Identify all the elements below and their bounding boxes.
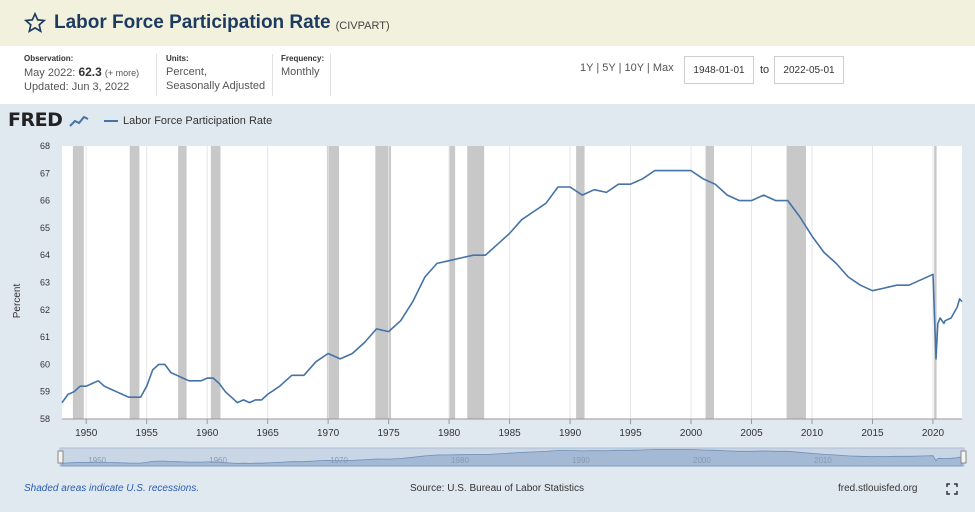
y-tick-label: 67 xyxy=(40,168,50,178)
x-tick-label: 2010 xyxy=(801,428,824,439)
y-tick-label: 60 xyxy=(40,359,50,369)
recession-band xyxy=(326,146,340,419)
range-selector: 1Y | 5Y | 10Y | Max xyxy=(580,62,674,74)
site-link[interactable]: fred.stlouisfed.org xyxy=(838,483,918,494)
x-tick-label: 2000 xyxy=(680,428,703,439)
end-date-input[interactable]: 2022-05-01 xyxy=(774,56,844,84)
recession-band xyxy=(576,146,585,419)
observation-block: Observation: May 2022: 62.3 (+ more) Upd… xyxy=(24,54,139,100)
recession-note: Shaded areas indicate U.S. recessions. xyxy=(24,483,200,494)
x-tick-label: 2015 xyxy=(861,428,884,439)
fullscreen-icon[interactable] xyxy=(946,483,958,495)
observation-more-link[interactable]: (+ more) xyxy=(104,68,140,78)
recession-band xyxy=(72,146,84,419)
y-tick-label: 62 xyxy=(40,305,50,315)
recession-band xyxy=(705,146,715,419)
units-label: Units: xyxy=(166,54,189,63)
x-tick-label: 1955 xyxy=(136,428,159,439)
x-tick-label: 2005 xyxy=(740,428,763,439)
y-tick-label: 65 xyxy=(40,223,50,233)
x-tick-label: 1950 xyxy=(75,428,98,439)
navigator-left-handle[interactable] xyxy=(57,450,64,464)
info-divider xyxy=(156,54,157,96)
x-tick-label: 1990 xyxy=(559,428,582,439)
y-tick-label: 68 xyxy=(40,141,50,151)
x-tick-label: 1995 xyxy=(619,428,642,439)
frequency-label: Frequency: xyxy=(281,54,325,63)
units-line-1: Percent, xyxy=(166,66,207,78)
chart-svg: 58 59 60 61 62 63 64 65 66 67 68 1950 1955 1960 1965 1… xyxy=(12,141,967,467)
x-tick-label: 1985 xyxy=(498,428,521,439)
date-to-label: to xyxy=(760,64,770,76)
recession-band xyxy=(786,146,806,419)
range-max-button[interactable]: Max xyxy=(652,62,674,74)
recession-band xyxy=(178,146,187,419)
observation-date: May 2022: xyxy=(24,67,76,79)
series-code: (CIVPART) xyxy=(335,19,390,32)
start-date-input[interactable]: 1948-01-01 xyxy=(684,56,754,84)
navigator-label: 2010 xyxy=(814,456,832,465)
info-divider xyxy=(272,54,273,96)
fred-chart-icon xyxy=(68,115,88,127)
legend-swatch xyxy=(104,120,118,122)
navigator-label: 1970 xyxy=(330,456,348,465)
fred-logo-text: FRED xyxy=(8,109,63,131)
navigator-label: 1960 xyxy=(209,456,227,465)
y-tick-label: 59 xyxy=(40,387,50,397)
info-divider xyxy=(330,54,331,96)
recession-band xyxy=(934,146,937,419)
x-tick-label: 1975 xyxy=(377,428,400,439)
navigator-label: 1980 xyxy=(451,456,469,465)
plot-area xyxy=(62,146,962,419)
x-tick-label: 1965 xyxy=(257,428,280,439)
recession-band xyxy=(467,146,485,419)
legend-label: Labor Force Participation Rate xyxy=(123,115,273,127)
observation-value: 62.3 xyxy=(78,65,102,79)
series-title: Labor Force Participation Rate xyxy=(54,12,331,33)
fred-logo: FRED xyxy=(8,109,89,131)
y-tick-label: 66 xyxy=(40,196,50,206)
navigator-area xyxy=(61,449,963,467)
recession-band xyxy=(129,146,140,419)
frequency-value: Monthly xyxy=(281,66,320,78)
x-tick-label: 1960 xyxy=(196,428,219,439)
y-tick-label: 63 xyxy=(40,278,50,288)
observation-label: Observation: xyxy=(24,54,74,63)
recession-band xyxy=(375,146,392,419)
navigator-label: 1990 xyxy=(572,456,590,465)
navigator-label: 2000 xyxy=(693,456,711,465)
range-10y-button[interactable]: 10Y xyxy=(624,62,644,74)
frequency-block: Frequency: Monthly xyxy=(281,54,324,100)
title-bar: Labor Force Participation Rate (CIVPART) xyxy=(0,0,975,46)
recession-band xyxy=(449,146,456,419)
navigator-label: 1950 xyxy=(88,456,106,465)
recession-band xyxy=(210,146,221,419)
observation-line: May 2022: 62.3 (+ more) xyxy=(24,65,139,80)
x-tick-label: 1970 xyxy=(317,428,340,439)
source-note: Source: U.S. Bureau of Labor Statistics xyxy=(410,483,584,494)
star-icon[interactable] xyxy=(24,12,46,34)
y-tick-label: 58 xyxy=(40,414,50,424)
series-line xyxy=(61,169,963,404)
range-1y-button[interactable]: 1Y xyxy=(580,62,594,74)
units-line-2: Seasonally Adjusted xyxy=(166,80,266,92)
navigator-right-handle[interactable] xyxy=(960,450,967,464)
x-tick-label: 1980 xyxy=(438,428,461,439)
y-tick-label: 61 xyxy=(40,332,50,342)
y-axis-label: Percent xyxy=(12,284,23,319)
units-block: Units: Percent, Seasonally Adjusted xyxy=(166,54,265,100)
updated-date: Updated: Jun 3, 2022 xyxy=(24,81,130,93)
x-tick-label: 2020 xyxy=(922,428,945,439)
y-tick-label: 64 xyxy=(40,250,50,260)
range-5y-button[interactable]: 5Y xyxy=(602,62,616,74)
chart-legend: Labor Force Participation Rate xyxy=(104,115,272,127)
